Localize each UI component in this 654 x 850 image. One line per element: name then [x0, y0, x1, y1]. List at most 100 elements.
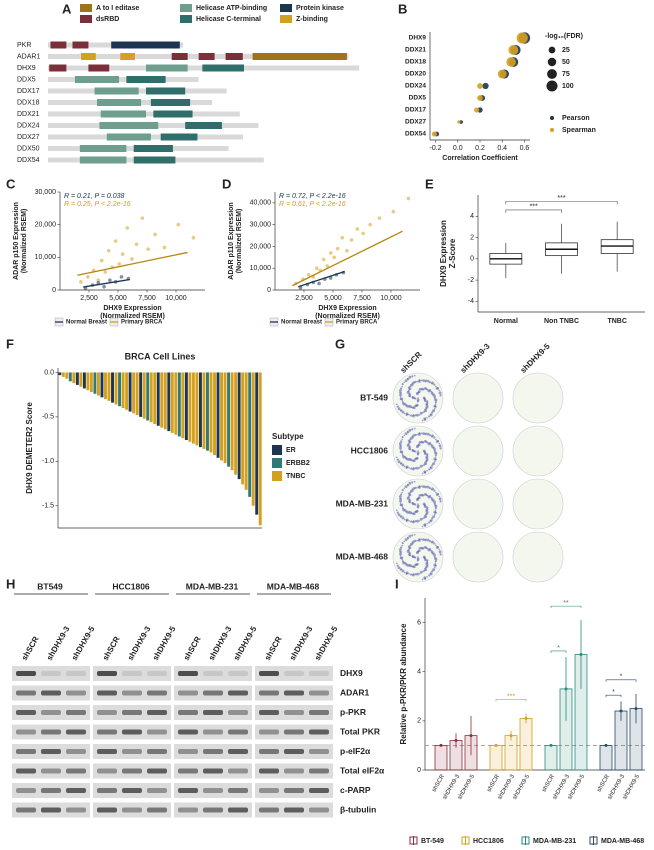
- y-tick-label: -4: [468, 298, 474, 305]
- legend-label: BT-549: [421, 838, 444, 845]
- colony: [439, 394, 442, 397]
- colony: [433, 447, 436, 451]
- band: [228, 807, 248, 813]
- colony: [397, 407, 401, 411]
- protein-name: DDX5: [17, 76, 36, 83]
- legend-swatch: [80, 4, 92, 12]
- colony: [398, 444, 401, 447]
- colony: [426, 575, 428, 578]
- band: [203, 729, 223, 735]
- legend-dot: [550, 128, 554, 132]
- colony: [421, 517, 424, 520]
- bar: [434, 745, 448, 771]
- bar: [75, 372, 79, 385]
- x-tick-label: Non TNBC: [544, 318, 579, 325]
- row-label: MDA-MB-231: [336, 498, 389, 508]
- colony: [433, 436, 436, 439]
- legend-label: MDA-MB-468: [601, 838, 644, 845]
- colony: [407, 512, 410, 514]
- colony: [436, 545, 440, 549]
- colony: [408, 481, 412, 485]
- colony: [425, 485, 427, 488]
- band: [66, 671, 86, 676]
- colony: [421, 570, 424, 573]
- colony: [409, 554, 411, 557]
- bar: [227, 372, 231, 467]
- significance-bracket: [495, 699, 527, 702]
- x-tick-label: shSCR: [541, 773, 556, 793]
- legend-swatch: [272, 445, 282, 455]
- well: [512, 531, 564, 583]
- blot-strip: [93, 685, 171, 701]
- colony: [398, 550, 401, 553]
- significance-label: *: [557, 645, 560, 652]
- colony: [401, 463, 405, 467]
- colony: [434, 559, 437, 563]
- colony: [398, 391, 401, 394]
- band: [66, 710, 86, 715]
- colony: [411, 520, 415, 524]
- point: [634, 707, 638, 711]
- y-tick-label: DDX21: [405, 47, 426, 54]
- point: [314, 266, 319, 271]
- protein-name: DDX54: [17, 157, 40, 164]
- colony: [399, 552, 402, 556]
- colony: [424, 515, 428, 519]
- colony: [420, 538, 423, 541]
- colony: [420, 379, 423, 382]
- point: [140, 216, 145, 220]
- bar: [82, 372, 86, 389]
- colony: [408, 520, 410, 522]
- bar: [100, 372, 104, 398]
- colony: [395, 456, 398, 459]
- colony: [433, 553, 436, 557]
- legend-label: TNBC: [286, 473, 305, 480]
- band: [228, 768, 248, 774]
- colony: [428, 442, 432, 445]
- lane-label: shDHX9-5: [151, 624, 178, 662]
- bar: [132, 372, 136, 414]
- band: [309, 807, 329, 813]
- size-legend-dot: [546, 80, 558, 92]
- legend-label: Pearson: [562, 115, 590, 122]
- band: [16, 788, 36, 793]
- legend-title: -log₁₀(FDR): [545, 33, 583, 40]
- blot-strip: [174, 724, 252, 740]
- colony: [412, 434, 416, 437]
- point: [579, 653, 583, 657]
- colony: [406, 497, 410, 500]
- band: [16, 807, 36, 813]
- colony: [428, 381, 432, 384]
- lane-label: shDHX9-3: [45, 624, 72, 662]
- bar: [86, 372, 90, 391]
- point: [332, 255, 336, 260]
- domain: [106, 133, 151, 141]
- domain: [99, 122, 159, 129]
- colony: [401, 541, 404, 545]
- protein-label: ADAR1: [340, 687, 370, 697]
- protein-name: DDX27: [17, 134, 40, 141]
- colony: [418, 494, 421, 497]
- cell-line-label: BT549: [37, 581, 63, 591]
- colony: [416, 504, 420, 508]
- band: [309, 710, 329, 715]
- colony: [433, 489, 436, 492]
- significance-bracket: [550, 605, 582, 609]
- band: [284, 788, 304, 793]
- x-tick-label: 0.2: [475, 145, 485, 152]
- colony: [399, 555, 402, 557]
- band: [259, 710, 279, 715]
- colony: [399, 450, 402, 454]
- lane-label: shDHX9-5: [232, 624, 259, 662]
- colony: [406, 483, 409, 486]
- colony: [426, 405, 429, 407]
- band: [259, 671, 279, 676]
- domain: [185, 122, 222, 129]
- colony: [428, 434, 432, 437]
- y-tick-label: 2: [470, 234, 474, 241]
- protein-label: p-eIF2α: [340, 746, 371, 756]
- colony: [428, 495, 432, 498]
- y-tick-label: 4: [417, 669, 421, 676]
- y-tick-label: 10,000: [35, 254, 57, 261]
